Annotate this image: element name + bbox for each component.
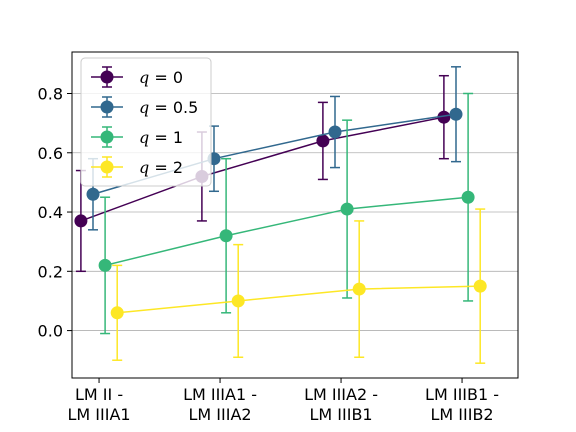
x-tick-label: LM IIIB2	[430, 405, 493, 424]
series-3	[110, 208, 487, 364]
legend-entry: q = 0	[91, 66, 183, 88]
data-point	[86, 187, 100, 201]
series-line	[104, 196, 469, 267]
legend-marker	[100, 70, 114, 84]
data-point	[74, 214, 88, 228]
data-point	[352, 282, 366, 296]
series-2	[98, 92, 475, 335]
x-tick-label: LM IIIA1 -	[183, 385, 257, 404]
data-point	[110, 306, 124, 320]
legend-entry: q = 0.5	[91, 96, 198, 118]
data-point	[461, 190, 475, 204]
legend: q = 0 q = 0.5 q = 1 q = 2	[80, 57, 212, 187]
y-tick-label: 0.2	[38, 262, 63, 281]
x-axis: LM II -LM IIIA1 LM IIIA1 -LM IIIA2 LM IIIA…	[68, 378, 499, 424]
legend-entry: q = 2	[91, 156, 183, 178]
x-tick-label: LM IIIB1 -	[425, 385, 499, 404]
data-point	[328, 125, 342, 139]
data-point	[473, 279, 487, 293]
y-tick-label: 0.8	[38, 84, 63, 103]
plot-frame	[71, 51, 519, 379]
data-point	[437, 110, 451, 124]
x-tick-label: LM IIIA1	[68, 405, 131, 424]
legend-marker	[100, 160, 114, 174]
legend-entry: q = 1	[91, 126, 183, 148]
data-point	[316, 134, 330, 148]
data-point	[231, 294, 245, 308]
data-point	[449, 107, 463, 121]
legend-label: q = 2	[139, 158, 183, 177]
legend-box	[80, 57, 212, 187]
y-tick-label: 0.0	[38, 322, 63, 341]
series-line	[117, 285, 481, 314]
legend-label: q = 0	[139, 68, 183, 87]
data-point	[219, 229, 233, 243]
data-point	[340, 202, 354, 216]
x-tick-label: LM IIIA2 -	[304, 385, 378, 404]
legend-label: q = 1	[139, 128, 183, 147]
y-tick-label: 0.4	[38, 203, 63, 222]
data-point	[98, 258, 112, 272]
y-tick-label: 0.6	[38, 144, 63, 163]
y-axis: 0.0 0.2 0.4 0.6 0.8	[38, 84, 72, 341]
legend-marker	[100, 130, 114, 144]
legend-label: q = 0.5	[139, 98, 198, 117]
series-line	[80, 116, 445, 222]
x-tick-label: LM IIIB1	[309, 405, 372, 424]
legend-marker	[100, 100, 114, 114]
x-tick-label: LM II -	[75, 385, 123, 404]
x-tick-label: LM IIIA2	[189, 405, 252, 424]
